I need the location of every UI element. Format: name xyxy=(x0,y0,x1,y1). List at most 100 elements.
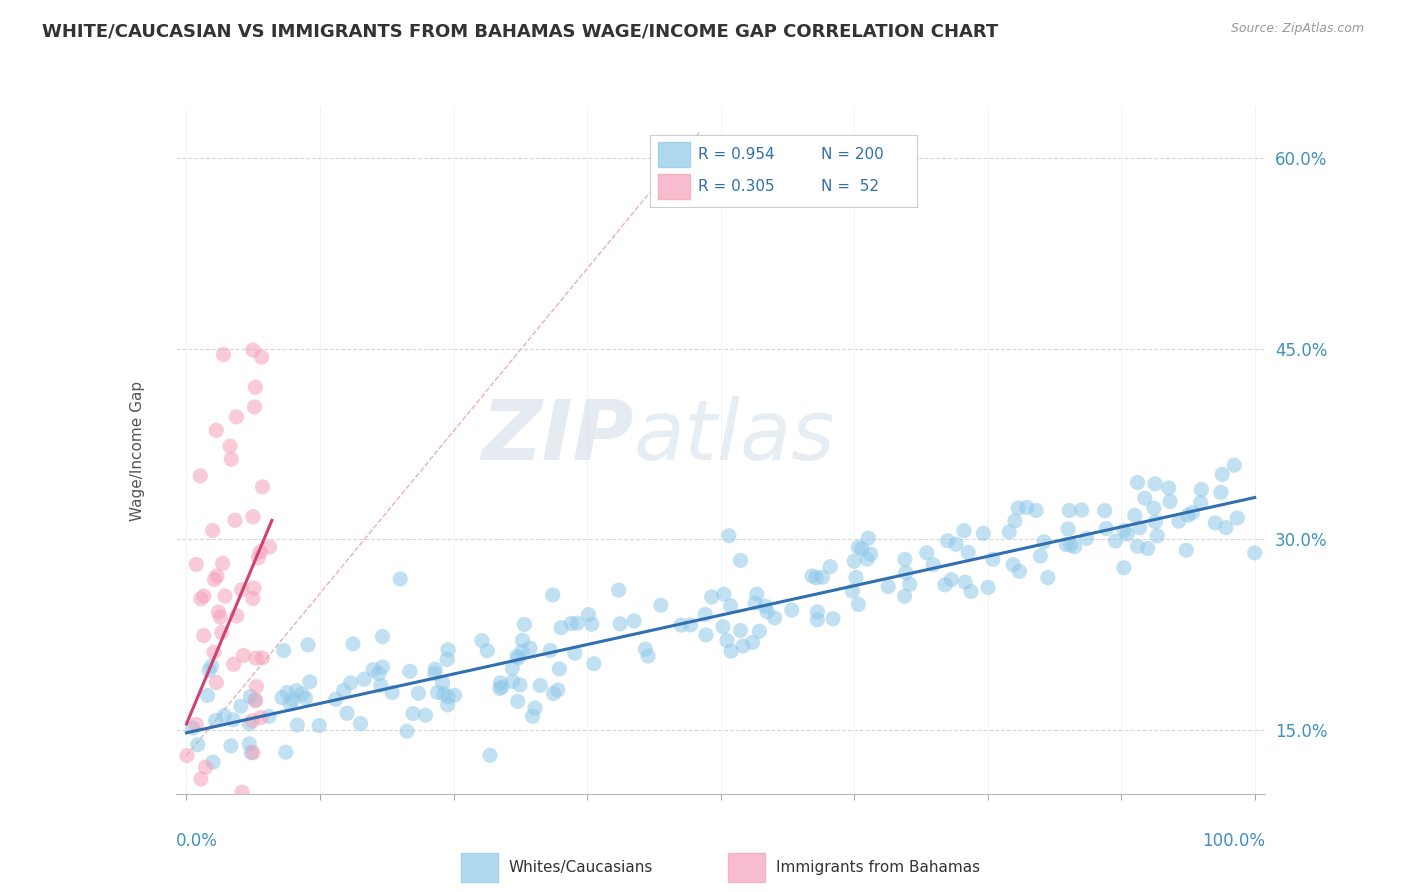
Point xyxy=(207,605,229,619)
Point xyxy=(506,649,529,664)
Point xyxy=(547,683,569,698)
Point xyxy=(1146,529,1168,543)
Text: N =  52: N = 52 xyxy=(821,179,879,194)
Point xyxy=(1143,501,1166,516)
Point xyxy=(1070,503,1092,517)
Point xyxy=(186,717,208,731)
Point xyxy=(257,709,280,723)
Point xyxy=(977,581,1000,595)
Point xyxy=(204,714,226,728)
Point xyxy=(1226,511,1249,525)
Point xyxy=(489,676,512,690)
Point xyxy=(1033,534,1056,549)
Point xyxy=(193,589,215,603)
Point xyxy=(1159,494,1181,508)
Point xyxy=(522,709,544,723)
Point xyxy=(1015,500,1038,515)
Point xyxy=(242,509,264,524)
Point xyxy=(436,652,458,666)
Point xyxy=(582,657,605,671)
Point xyxy=(250,350,273,364)
Point xyxy=(695,628,717,642)
Point xyxy=(280,697,302,711)
Point xyxy=(219,452,242,467)
Point xyxy=(245,680,267,694)
Point xyxy=(851,541,873,556)
Point xyxy=(818,559,841,574)
Point xyxy=(202,645,225,659)
Text: Whites/Caucasians: Whites/Caucasians xyxy=(509,860,652,875)
Point xyxy=(695,607,717,622)
Point xyxy=(259,540,281,554)
Point xyxy=(1215,520,1237,534)
Point xyxy=(245,693,267,707)
Point xyxy=(609,616,631,631)
Point xyxy=(432,676,454,690)
Point xyxy=(1076,532,1098,546)
Point xyxy=(669,618,692,632)
Point xyxy=(841,584,863,599)
Bar xyxy=(461,854,498,881)
Point xyxy=(491,680,513,694)
Point xyxy=(204,573,226,587)
Point xyxy=(1059,538,1081,552)
Bar xyxy=(658,142,690,167)
Point xyxy=(1136,541,1159,556)
Point xyxy=(509,678,531,692)
Point xyxy=(720,644,742,658)
Point xyxy=(245,380,267,394)
Point xyxy=(730,624,752,638)
Point xyxy=(247,550,270,565)
Point xyxy=(893,589,915,603)
Point xyxy=(1177,508,1199,523)
Point xyxy=(650,599,672,613)
Point xyxy=(801,569,824,583)
Point xyxy=(1054,538,1077,552)
Point xyxy=(953,575,976,590)
Point xyxy=(276,685,298,699)
Point xyxy=(730,553,752,567)
Point xyxy=(806,605,828,619)
Point xyxy=(1063,540,1085,554)
Point xyxy=(395,724,418,739)
Point xyxy=(415,708,437,723)
Point xyxy=(541,588,564,602)
Point xyxy=(1036,571,1059,585)
Text: R = 0.305: R = 0.305 xyxy=(697,179,775,194)
Text: Source: ZipAtlas.com: Source: ZipAtlas.com xyxy=(1230,22,1364,36)
Point xyxy=(1104,534,1126,549)
Point xyxy=(581,617,603,632)
Point xyxy=(700,590,723,604)
Point xyxy=(1223,458,1246,472)
Point xyxy=(848,598,870,612)
Point xyxy=(972,526,994,541)
Point xyxy=(1002,558,1025,572)
Point xyxy=(308,718,330,732)
Point xyxy=(1189,483,1212,497)
Point xyxy=(1123,508,1146,523)
Point xyxy=(195,813,218,827)
Bar xyxy=(728,854,765,881)
Point xyxy=(200,659,222,673)
Point xyxy=(238,737,260,751)
Point xyxy=(720,599,742,613)
Point xyxy=(894,552,917,566)
Point xyxy=(953,524,976,538)
Point xyxy=(501,661,523,675)
Point xyxy=(1211,467,1233,482)
Point xyxy=(717,529,740,543)
Text: WHITE/CAUCASIAN VS IMMIGRANTS FROM BAHAMAS WAGE/INCOME GAP CORRELATION CHART: WHITE/CAUCASIAN VS IMMIGRANTS FROM BAHAM… xyxy=(42,22,998,40)
Point xyxy=(846,540,869,554)
Point xyxy=(745,587,768,601)
Point xyxy=(205,423,228,437)
Point xyxy=(436,698,458,712)
Point xyxy=(877,580,900,594)
Point xyxy=(713,587,735,601)
Point xyxy=(634,642,657,657)
Point xyxy=(342,637,364,651)
Point xyxy=(398,665,420,679)
Point xyxy=(225,608,247,623)
Point xyxy=(1144,515,1167,529)
Text: 0.0%: 0.0% xyxy=(176,831,218,850)
Point xyxy=(894,566,917,580)
